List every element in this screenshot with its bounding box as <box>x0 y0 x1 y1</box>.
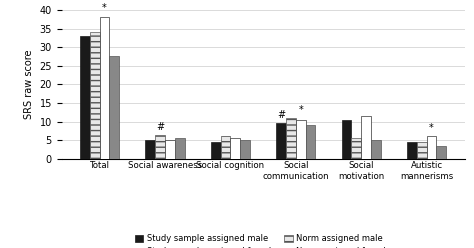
Bar <box>146 140 155 159</box>
Text: #: # <box>277 110 285 121</box>
Bar <box>342 120 351 159</box>
Bar <box>427 136 437 159</box>
Bar <box>306 125 315 159</box>
Bar <box>90 32 100 159</box>
Bar <box>100 17 109 159</box>
Bar <box>175 138 184 159</box>
Text: *: * <box>429 124 434 133</box>
Bar <box>155 134 165 159</box>
Text: *: * <box>298 105 303 115</box>
Legend: Study sample assigned male, Study sample assigned female, Norm assigned male, No: Study sample assigned male, Study sample… <box>135 234 391 248</box>
Bar <box>165 140 175 159</box>
Y-axis label: SRS raw score: SRS raw score <box>24 50 34 119</box>
Bar <box>276 123 286 159</box>
Bar <box>286 118 296 159</box>
Bar <box>220 136 230 159</box>
Bar <box>211 142 220 159</box>
Bar <box>230 138 240 159</box>
Bar <box>351 138 361 159</box>
Bar <box>109 57 119 159</box>
Bar <box>407 142 417 159</box>
Bar <box>240 140 250 159</box>
Text: #: # <box>156 122 164 132</box>
Bar <box>371 140 381 159</box>
Bar <box>437 146 446 159</box>
Text: *: * <box>102 3 107 13</box>
Bar <box>80 36 90 159</box>
Bar <box>417 142 427 159</box>
Bar <box>296 120 306 159</box>
Bar <box>361 116 371 159</box>
